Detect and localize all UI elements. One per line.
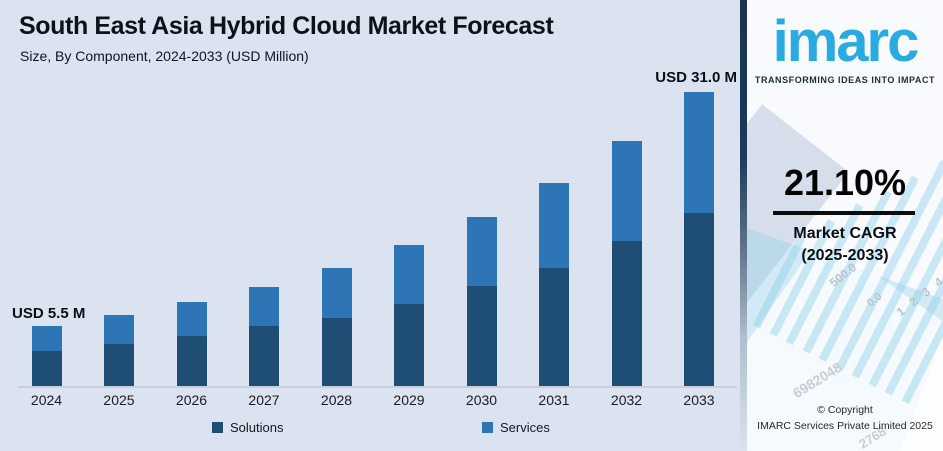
legend-label: Services [500, 420, 550, 435]
x-tick-2027: 2027 [248, 392, 280, 408]
bar-2024 [31, 326, 62, 386]
bar-2028 [321, 268, 352, 386]
x-tick-2028: 2028 [320, 392, 353, 408]
imarc-logo: imarc [772, 9, 920, 74]
panel-divider [740, 0, 747, 451]
legend-item-solutions: Solutions [212, 420, 283, 435]
copyright-line: © Copyright [817, 404, 873, 416]
x-tick-2032: 2032 [610, 392, 643, 408]
bar-2030 [466, 217, 497, 386]
x-tick-2026: 2026 [175, 392, 208, 408]
bar-2032 [611, 141, 642, 386]
bar-2025 [104, 315, 134, 386]
x-tick-2025: 2025 [103, 392, 135, 408]
stacked-bar-chart [31, 92, 714, 386]
chart-title: South East Asia Hybrid Cloud Market Fore… [19, 12, 554, 40]
cagr-label: Market CAGR [793, 225, 897, 242]
bar-2030-solutions-segment [466, 286, 497, 386]
x-tick-2033: 2033 [683, 392, 715, 408]
imarc-tagline: TRANSFORMING IDEAS INTO IMPACT [754, 75, 936, 85]
x-tick-2029: 2029 [393, 392, 425, 408]
bar-2031 [539, 183, 569, 386]
bar-2032-solutions-segment [611, 241, 642, 386]
bar-2031-solutions-segment [539, 268, 569, 386]
legend-swatch-services [482, 422, 493, 433]
legend-label: Solutions [230, 420, 284, 435]
bar-2028-solutions-segment [321, 318, 352, 386]
bar-2029-solutions-segment [394, 304, 424, 386]
bar-2027 [249, 287, 279, 386]
cagr-period: (2025-2033) [801, 247, 889, 264]
bar-2029 [394, 245, 424, 386]
last-value-label: USD 31.0 M [655, 69, 737, 86]
bar-2027-solutions-segment [249, 326, 279, 386]
cagr-value: 21.10% [783, 162, 907, 203]
brand-panel: 500.0 0.0 1 2 3 4 6982048 2768 imarc TRA… [740, 0, 943, 451]
bar-2024-solutions-segment [31, 351, 62, 386]
bar-2033 [684, 92, 714, 386]
bar-2033-solutions-segment [684, 213, 714, 386]
x-tick-2030: 2030 [465, 392, 498, 408]
bar-2026 [176, 302, 207, 386]
cagr-underline [773, 211, 915, 215]
legend-item-services: Services [482, 420, 550, 435]
copyright-owner: IMARC Services Private Limited 2025 [757, 420, 933, 432]
legend-swatch-solutions [212, 422, 223, 433]
x-tick-2031: 2031 [538, 392, 570, 408]
chart-panel: South East Asia Hybrid Cloud Market Fore… [0, 0, 740, 451]
chart-subtitle: Size, By Component, 2024-2033 (USD Milli… [20, 48, 309, 64]
x-tick-2024: 2024 [30, 392, 63, 408]
bar-2026-solutions-segment [176, 336, 207, 386]
first-value-label: USD 5.5 M [12, 305, 86, 322]
x-axis-line [18, 386, 737, 388]
bar-2025-solutions-segment [104, 344, 134, 386]
